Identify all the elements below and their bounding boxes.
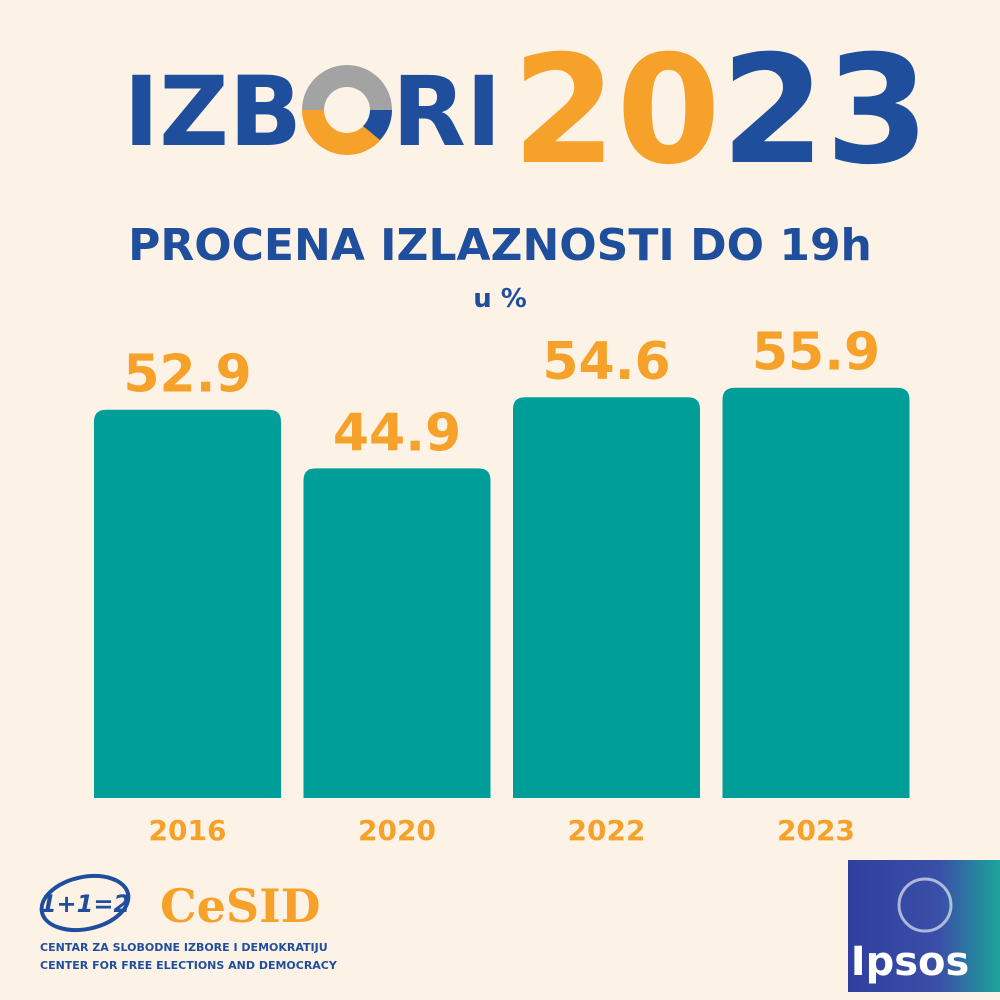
bar <box>513 397 700 798</box>
cesid-name: CeSID <box>160 879 321 933</box>
bar <box>94 409 281 798</box>
x-tick-label: 2023 <box>777 814 855 847</box>
logo-year: 2023 <box>512 24 930 198</box>
logo-year-a: 20 <box>512 24 721 198</box>
chart-subtitle: u % <box>473 284 527 314</box>
cesid-line: CENTAR ZA SLOBODNE IZBORE I DEMOKRATIJU <box>40 941 328 954</box>
value-label: 44.9 <box>333 403 461 463</box>
value-label: 55.9 <box>752 323 880 383</box>
ipsos-name: Ipsos <box>851 939 970 985</box>
logo-donut <box>302 65 392 155</box>
value-label: 52.9 <box>123 345 251 405</box>
logo-right: RI <box>392 56 502 168</box>
logo-left: IZB <box>124 56 303 168</box>
cesid-mark: 1+1=2 <box>40 890 130 918</box>
cesid-logo: 1+1=2 CeSID CENTAR ZA SLOBODNE IZBORE I … <box>39 873 338 972</box>
x-tick-label: 2022 <box>568 814 646 847</box>
logo-year-b: 23 <box>721 24 930 198</box>
bar <box>303 468 491 798</box>
x-tick-label: 2016 <box>149 814 227 847</box>
bars: 52.9 2016 44.9 2020 54.6 2022 55.9 2023 <box>94 323 910 847</box>
bar <box>722 387 910 798</box>
x-tick-label: 2020 <box>358 814 436 847</box>
ipsos-logo: Ipsos <box>848 860 1000 992</box>
value-label: 54.6 <box>542 332 670 392</box>
chart-title: PROCENA IZLAZNOSTI DO 19h <box>128 220 872 271</box>
cesid-line: CENTER FOR FREE ELECTIONS AND DEMOCRACY <box>40 959 338 972</box>
